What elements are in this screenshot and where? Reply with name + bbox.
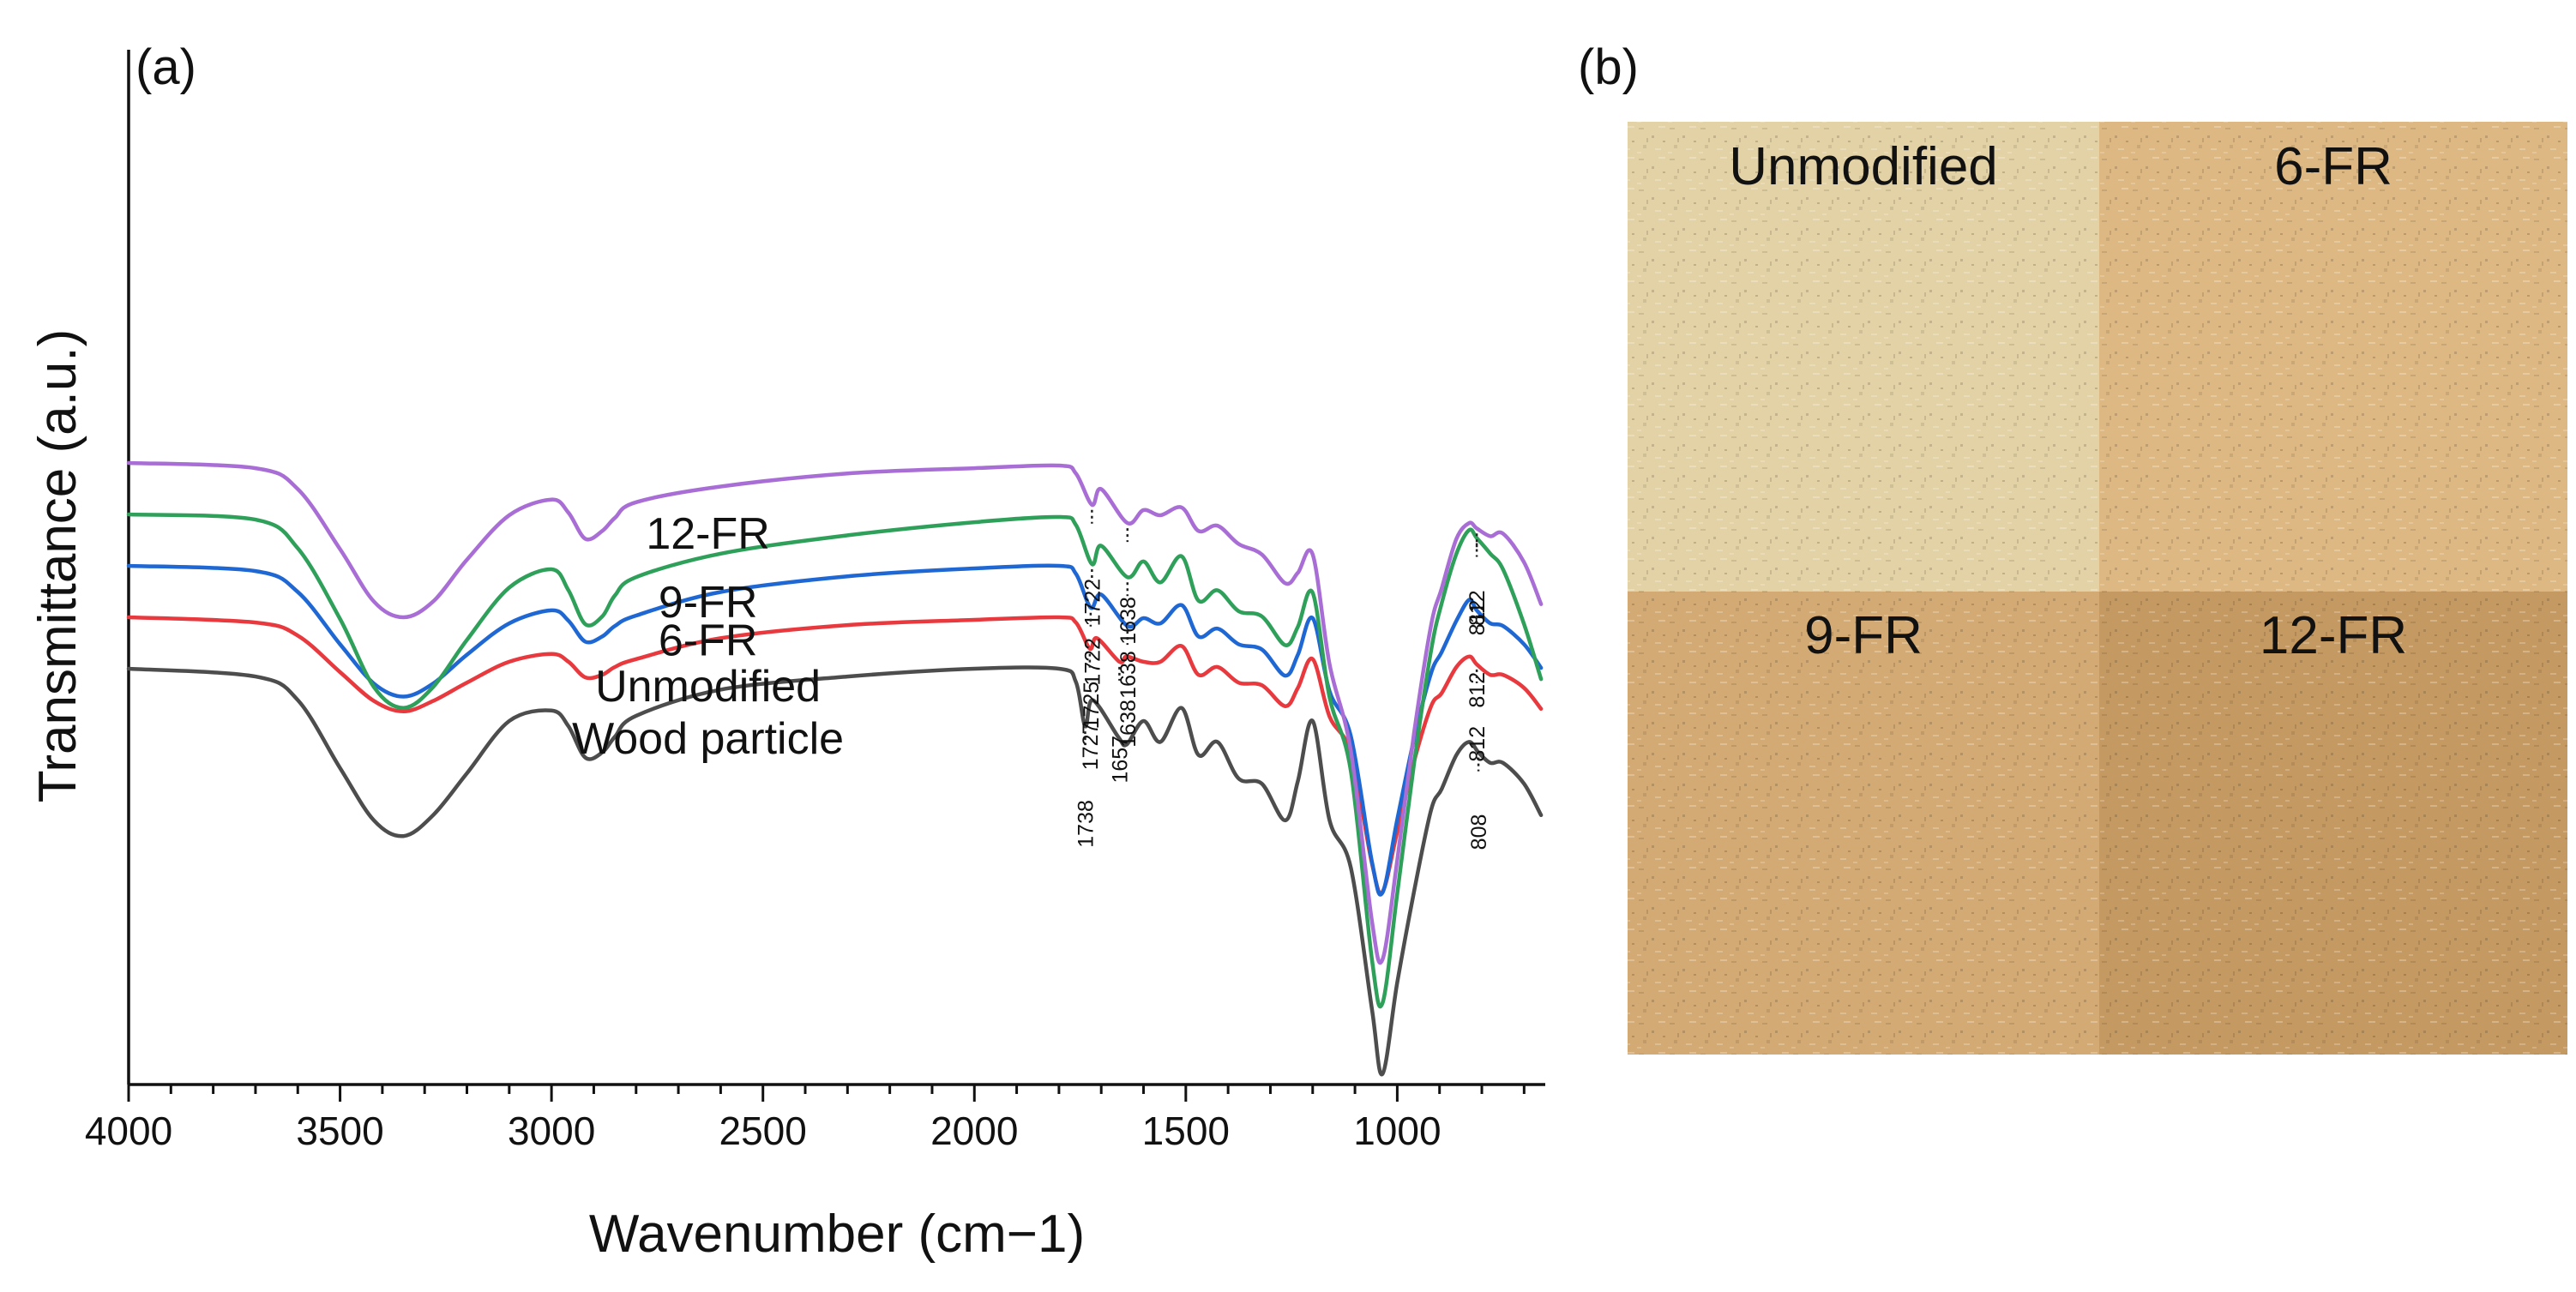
peak-label: 1722 — [1080, 579, 1104, 627]
peak-label: 812 — [1466, 726, 1490, 762]
x-tick-labels: 4000 3500 3000 2500 2000 1500 1000 — [85, 1109, 1441, 1153]
peak-label: 1638 — [1116, 700, 1141, 748]
x-axis-title: Wavenumber (cm−1) — [589, 1205, 1085, 1264]
peak-label: 1727 — [1079, 723, 1103, 771]
series-line-12-fr — [126, 460, 1544, 965]
x-tick-label: 4000 — [85, 1109, 172, 1153]
photo-tile-9fr: 9-FR — [1628, 592, 2099, 1055]
series-line-wood-particle — [126, 665, 1544, 1077]
panel-a-label: (a) — [135, 39, 196, 95]
photo-9fr-label: 9-FR — [1804, 606, 1923, 665]
x-tick-label: 3500 — [296, 1109, 383, 1153]
y-axis-title: Transmittance (a.u.) — [28, 329, 87, 802]
x-tick-label: 3000 — [508, 1109, 595, 1153]
plot-frame — [127, 50, 1545, 1086]
peak-label: 1638 — [1116, 597, 1141, 645]
photo-12fr-texture — [2099, 592, 2567, 1055]
x-tick-label: 2500 — [719, 1109, 807, 1153]
photo-12fr-label: 12-FR — [2260, 606, 2407, 665]
series-line-9-fr — [126, 512, 1544, 1009]
peak-label: 1657 — [1108, 736, 1132, 784]
series-line-unmodified — [126, 615, 1544, 895]
series-label-12-fr: 12-FR — [646, 509, 769, 559]
photo-panel: (b) Unmodified 6-FR 9-FR 12-FR — [1578, 39, 2567, 1055]
x-ticks — [127, 1085, 1526, 1102]
photo-unmodified-label: Unmodified — [1729, 137, 1998, 196]
series-label-6-fr: 6-FR — [659, 616, 758, 666]
peak-label: 808 — [1467, 814, 1491, 850]
series-label-unmodified: Unmodified — [595, 662, 821, 712]
photo-9fr-texture — [1628, 592, 2099, 1055]
photo-6fr-label: 6-FR — [2274, 137, 2392, 196]
photo-unmodified-texture — [1628, 122, 2099, 592]
series-label-wood-particle: Wood particle — [572, 714, 844, 764]
photo-tile-unmodified: Unmodified — [1628, 122, 2099, 592]
photo-6fr-texture — [2099, 122, 2567, 592]
x-tick-label: 1000 — [1353, 1109, 1441, 1153]
x-tick-label: 1500 — [1142, 1109, 1230, 1153]
peak-label: 1722 — [1080, 638, 1104, 686]
spectra — [126, 460, 1544, 1077]
peak-label: 1738 — [1074, 800, 1098, 848]
peak-label: 812 — [1466, 590, 1490, 626]
photo-tile-6fr: 6-FR — [2099, 122, 2567, 592]
panel-b-label: (b) — [1578, 39, 1639, 95]
ftir-chart: (a) 4000 3500 3000 2500 2000 1500 1000 1722 163… — [28, 39, 1545, 1264]
x-tick-label: 2000 — [930, 1109, 1018, 1153]
photo-tile-12fr: 12-FR — [2099, 592, 2567, 1055]
peak-label: 1725 — [1080, 682, 1104, 730]
series-label-9-fr: 9-FR — [659, 578, 758, 628]
